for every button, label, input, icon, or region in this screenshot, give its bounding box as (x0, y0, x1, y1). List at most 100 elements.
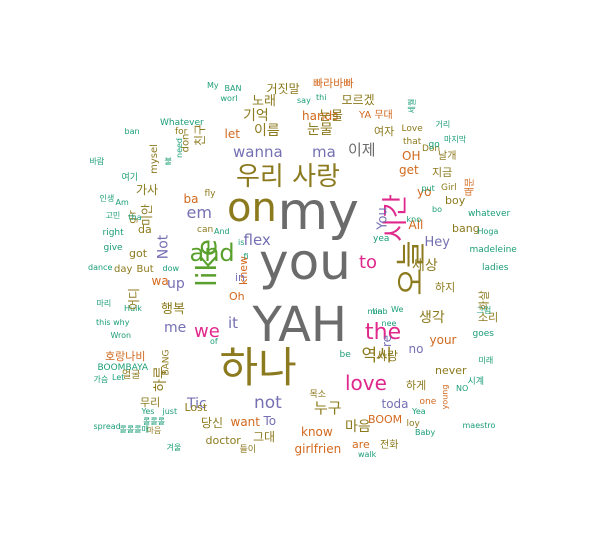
cloud-word: Not (154, 234, 171, 260)
cloud-word: got (129, 246, 148, 260)
cloud-word: yea (373, 233, 390, 244)
cloud-word: of (210, 337, 218, 346)
cloud-word: day (114, 264, 133, 275)
cloud-word: in (235, 270, 246, 284)
cloud-word: Am (115, 198, 129, 207)
cloud-word: 세상 (412, 258, 438, 274)
cloud-word: min (367, 307, 383, 316)
cloud-word: Hulk (124, 304, 142, 313)
cloud-word: spread (93, 422, 121, 431)
cloud-word: 눈물 (319, 108, 343, 124)
cloud-word: 얼굴 (122, 370, 141, 381)
cloud-word: worl (220, 94, 238, 103)
cloud-word: wanna (233, 142, 283, 161)
cloud-word: thi (316, 93, 327, 102)
cloud-word: YA 무대 (359, 110, 393, 121)
cloud-word: maestro (462, 421, 496, 430)
cloud-word: 겨울 (166, 443, 182, 452)
cloud-word: just (162, 407, 178, 416)
cloud-word: 행복 (161, 301, 185, 317)
cloud-word: We (391, 305, 404, 314)
cloud-word: 하게 (406, 378, 427, 392)
cloud-word: tha (128, 213, 142, 222)
cloud-word: and (189, 239, 235, 267)
cloud-word: 소리 (478, 310, 499, 324)
cloud-word: 하나 (219, 343, 297, 392)
cloud-word: 사랑 (376, 349, 399, 363)
cloud-word: ladies (482, 262, 509, 273)
cloud-word: ba (183, 192, 199, 206)
cloud-word: 롤롤롤 (143, 417, 166, 426)
cloud-word: me (164, 320, 187, 336)
cloud-word: kno (406, 215, 422, 224)
cloud-word: yo (417, 185, 432, 199)
cloud-word: ma (312, 142, 336, 161)
cloud-word: be (339, 349, 351, 360)
cloud-word: OH (402, 149, 421, 163)
cloud-word: Whatever (160, 117, 204, 128)
cloud-word: 빠라바빠 (313, 76, 354, 90)
cloud-word: get (399, 163, 419, 177)
cloud-word: YAH (252, 297, 348, 353)
cloud-word: 미안 (140, 203, 155, 227)
cloud-word: 가사 (136, 183, 159, 197)
cloud-word: 역사 (361, 345, 393, 366)
cloud-word: fly (204, 188, 216, 199)
cloud-word: fi (243, 252, 249, 261)
cloud-word: goes (472, 328, 494, 339)
cloud-word: girlfrien (294, 442, 342, 456)
cloud-word: 눈물 (307, 122, 333, 138)
cloud-word: 불 (164, 157, 172, 166)
cloud-word: dance (88, 263, 113, 272)
cloud-word: 누구 (314, 398, 342, 417)
cloud-word: 하지 (435, 280, 456, 294)
cloud-word: it (228, 313, 239, 332)
cloud-word: up (167, 276, 185, 292)
cloud-word: not (254, 392, 282, 413)
cloud-word: you (259, 233, 351, 291)
cloud-word: Girl (441, 182, 457, 193)
cloud-word: are (352, 437, 370, 451)
cloud-word: bo (432, 205, 442, 214)
cloud-word: 이름 (254, 123, 280, 139)
cloud-word: NO (456, 384, 469, 393)
cloud-word: BAN (224, 84, 242, 93)
cloud-word: doctor (205, 433, 241, 447)
cloud-word: Lost (184, 400, 208, 414)
cloud-word: flex (243, 230, 271, 249)
cloud-word: 날개 (438, 151, 457, 162)
cloud-word: loy (406, 418, 420, 429)
cloud-word: 롤롤롤매 (119, 425, 149, 434)
cloud-word: mysel (148, 144, 160, 174)
cloud-word: 어디 (127, 287, 142, 311)
cloud-word: re (380, 334, 395, 348)
cloud-word: on (227, 185, 277, 231)
cloud-word: 때문 (465, 177, 477, 197)
cloud-word: 그대 (253, 430, 276, 444)
cloud-word: go (428, 139, 440, 150)
cloud-word: 우리 사랑 (236, 162, 340, 192)
cloud-word: My (207, 81, 219, 90)
cloud-word: 여자 (374, 124, 395, 138)
cloud-word: to (359, 252, 378, 273)
cloud-word: 친구 (193, 123, 208, 147)
cloud-word: Yes (141, 407, 155, 416)
cloud-word: 세월 (406, 98, 416, 114)
cloud-word: ban (124, 127, 140, 136)
cloud-word: say (297, 96, 311, 105)
cloud-word: wa (151, 274, 169, 288)
cloud-word: 목소 (309, 389, 327, 400)
cloud-word: dow (162, 264, 180, 273)
cloud-word: nee (381, 319, 397, 328)
cloud-word: know (301, 425, 333, 439)
cloud-word: Tic (187, 396, 207, 412)
cloud-word: 고민 (105, 211, 121, 220)
cloud-word: love (345, 371, 387, 395)
cloud-word: 마지막 (444, 135, 467, 144)
cloud-word: Hey (424, 234, 450, 250)
cloud-word: Yea (412, 407, 426, 416)
cloud-word: 마음 (345, 419, 371, 435)
cloud-word: 거리 (435, 120, 451, 129)
cloud-word: walk (358, 450, 377, 459)
cloud-word: need (175, 138, 184, 158)
